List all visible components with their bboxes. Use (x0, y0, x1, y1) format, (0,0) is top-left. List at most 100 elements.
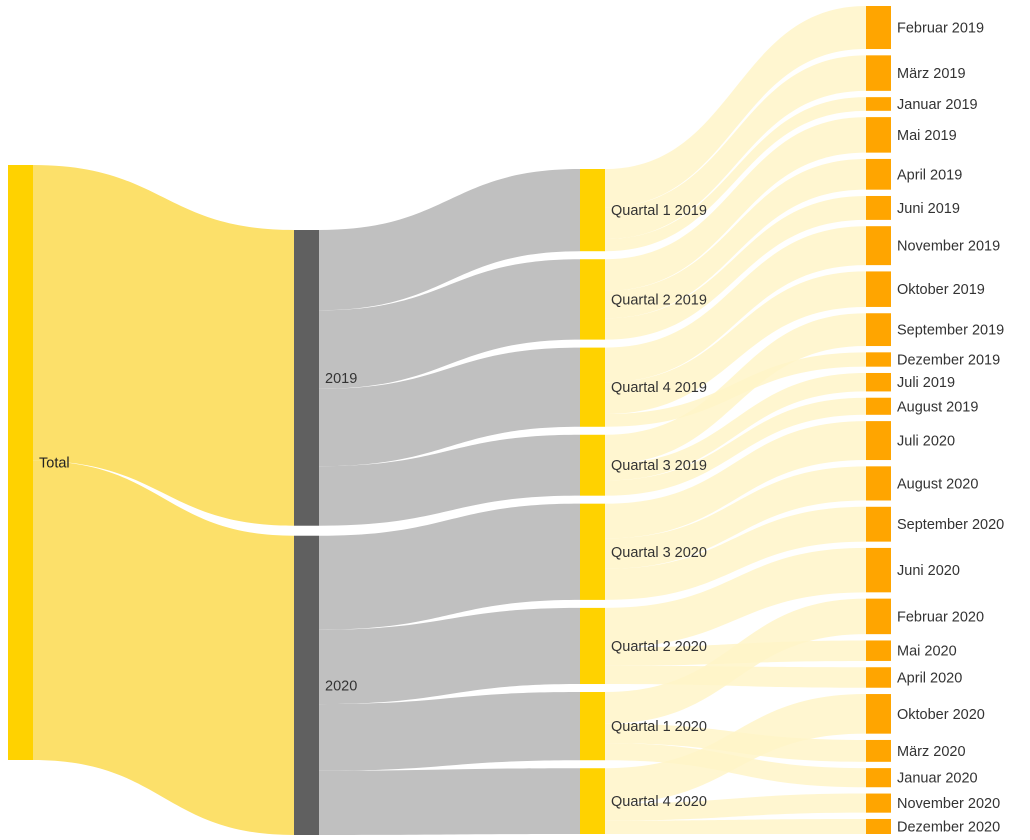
link-quarter-month (605, 226, 866, 383)
node-apr2020[interactable] (866, 667, 891, 688)
label-q1_2019: Quartal 1 2019 (611, 203, 707, 219)
link-quarter-month (605, 6, 866, 208)
node-q4_2019[interactable] (580, 347, 605, 427)
node-total[interactable] (8, 165, 33, 760)
label-q2_2020: Quartal 2 2020 (611, 639, 707, 655)
node-apr2019[interactable] (866, 158, 891, 190)
label-q3_2019: Quartal 3 2019 (611, 458, 707, 474)
link-quarter-month (605, 421, 866, 539)
node-q2_2020[interactable] (580, 607, 605, 685)
link-quarter-month (605, 818, 866, 834)
node-y2019[interactable] (294, 230, 319, 526)
link-quarter-month (605, 547, 866, 648)
link-total-y2019 (33, 165, 294, 526)
label-apr2020: April 2020 (897, 670, 962, 686)
label-mar2020: März 2020 (897, 744, 966, 760)
label-nov2019: November 2019 (897, 239, 1000, 255)
label-q2_2019: Quartal 2 2019 (611, 292, 707, 308)
node-aug2019[interactable] (866, 397, 891, 415)
label-y2019: 2019 (325, 371, 357, 387)
label-apr2019: April 2019 (897, 167, 962, 183)
label-aug2020: August 2020 (897, 476, 978, 492)
node-q1_2020[interactable] (580, 692, 605, 761)
node-aug2020[interactable] (866, 466, 891, 501)
label-jan2020: Januar 2020 (897, 771, 978, 787)
link-y2020-q3_2020 (319, 503, 580, 630)
link-y2019-q1_2019 (319, 169, 580, 311)
link-quarter-month (605, 158, 866, 319)
link-quarter-month (605, 117, 866, 291)
label-dez2020: Dezember 2020 (897, 819, 1000, 835)
label-dez2019: Dezember 2019 (897, 353, 1000, 369)
link-quarter-month (605, 598, 866, 724)
label-okt2020: Oktober 2020 (897, 707, 985, 723)
label-mai2020: Mai 2020 (897, 644, 957, 660)
node-sep2020[interactable] (866, 506, 891, 542)
node-nov2020[interactable] (866, 793, 891, 813)
label-jan2019: Januar 2019 (897, 97, 978, 113)
label-q4_2019: Quartal 4 2019 (611, 380, 707, 396)
link-quarter-month (605, 372, 866, 481)
link-quarter-month (605, 793, 866, 821)
node-jul2019[interactable] (866, 372, 891, 392)
label-feb2019: Februar 2019 (897, 21, 984, 37)
label-sep2019: September 2019 (897, 323, 1004, 339)
label-y2020: 2020 (325, 678, 357, 694)
node-feb2020[interactable] (866, 598, 891, 635)
node-jun2019[interactable] (866, 195, 891, 220)
node-q3_2019[interactable] (580, 434, 605, 496)
label-q3_2020: Quartal 3 2020 (611, 545, 707, 561)
node-q1_2019[interactable] (580, 169, 605, 252)
node-jan2019[interactable] (866, 97, 891, 111)
node-q3_2020[interactable] (580, 503, 605, 600)
labels-layer: Total 2019 2020 Quartal 1 2019 Quartal 2 201… (39, 21, 1004, 836)
nodes-layer (8, 6, 891, 835)
node-feb2019[interactable] (866, 6, 891, 50)
link-y2020-q4_2020 (319, 768, 580, 835)
link-quarter-month (605, 55, 866, 240)
node-okt2019[interactable] (866, 271, 891, 307)
label-jun2020: Juni 2020 (897, 563, 960, 579)
node-mai2020[interactable] (866, 640, 891, 661)
link-quarter-month (605, 694, 866, 804)
node-y2020[interactable] (294, 535, 319, 835)
link-y2019-q4_2019 (319, 347, 580, 467)
label-jul2019: Juli 2019 (897, 375, 955, 391)
label-mar2019: März 2019 (897, 66, 966, 82)
label-jul2020: Juli 2020 (897, 434, 955, 450)
label-jun2019: Juni 2019 (897, 201, 960, 217)
label-mai2019: Mai 2019 (897, 128, 957, 144)
link-y2020-q1_2020 (319, 692, 580, 771)
node-q4_2020[interactable] (580, 768, 605, 834)
node-jun2020[interactable] (866, 547, 891, 593)
link-total-y2020 (33, 460, 294, 835)
label-sep2020: September 2020 (897, 517, 1004, 533)
link-y2019-q2_2019 (319, 259, 580, 389)
node-mar2020[interactable] (866, 739, 891, 762)
label-okt2019: Oktober 2019 (897, 282, 985, 298)
label-aug2019: August 2019 (897, 399, 978, 415)
link-quarter-month (605, 313, 866, 465)
label-total: Total (39, 456, 70, 472)
link-quarter-month (605, 397, 866, 496)
node-mar2019[interactable] (866, 55, 891, 91)
node-sep2019[interactable] (866, 313, 891, 347)
node-jul2020[interactable] (866, 421, 891, 461)
link-quarter-month (605, 195, 866, 340)
label-nov2020: November 2020 (897, 796, 1000, 812)
node-mai2019[interactable] (866, 117, 891, 153)
node-okt2020[interactable] (866, 694, 891, 734)
node-nov2019[interactable] (866, 226, 891, 266)
link-y2019-q3_2019 (319, 434, 580, 526)
label-q4_2020: Quartal 4 2020 (611, 794, 707, 810)
node-dez2020[interactable] (866, 818, 891, 834)
link-y2020-q2_2020 (319, 607, 580, 705)
node-jan2020[interactable] (866, 768, 891, 788)
node-q2_2019[interactable] (580, 259, 605, 340)
link-quarter-month (605, 466, 866, 569)
link-quarter-month (605, 271, 866, 414)
node-dez2019[interactable] (866, 352, 891, 367)
link-quarter-month (605, 97, 866, 252)
links-layer (33, 6, 866, 835)
